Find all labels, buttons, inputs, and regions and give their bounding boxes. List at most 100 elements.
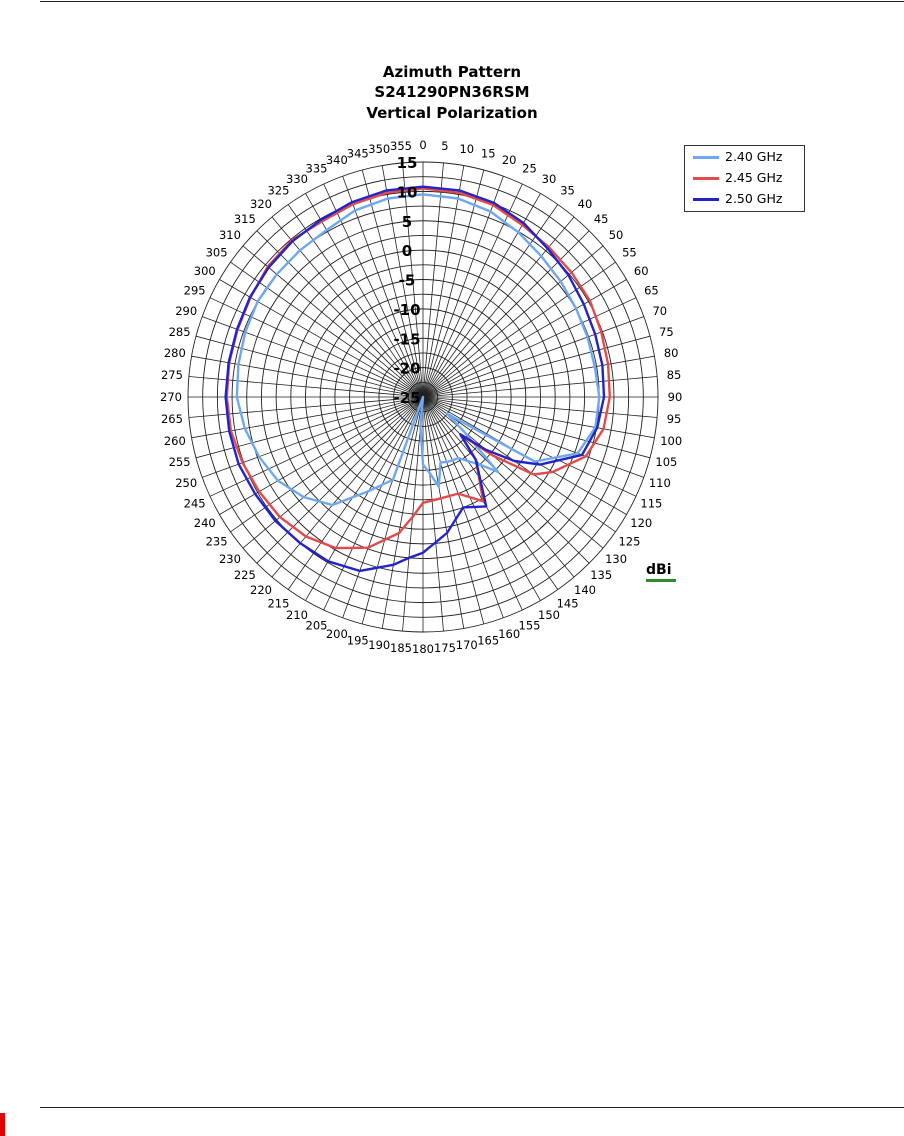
angle-label-100: 100 [660, 434, 682, 448]
spoke-250 [202, 396, 424, 478]
angle-label-110: 110 [649, 476, 671, 490]
chart-title-line-1: Azimuth Pattern [382, 63, 522, 81]
legend-item-2: 2.45 GHz [693, 169, 782, 187]
radial-tick-labels: -25 -20 -15 -10 -5 0 5 10 15 [393, 154, 420, 407]
angle-label-260: 260 [164, 434, 186, 448]
angle-label-335: 335 [306, 162, 328, 176]
angle-label-120: 120 [630, 516, 652, 530]
angle-label-95: 95 [667, 412, 682, 426]
angle-label-165: 165 [477, 633, 499, 647]
angle-label-125: 125 [618, 535, 640, 549]
radial-tick-0: 0 [402, 242, 412, 260]
angle-label-150: 150 [538, 608, 560, 622]
angle-label-255: 255 [169, 455, 191, 469]
angle-label-200: 200 [326, 627, 348, 641]
angle-label-290: 290 [175, 304, 197, 318]
spoke-130 [422, 396, 604, 549]
spoke-315 [256, 230, 424, 398]
spoke-215 [287, 396, 424, 590]
angle-label-35: 35 [560, 184, 575, 198]
angle-label-330: 330 [286, 172, 308, 186]
spoke-55 [422, 261, 616, 398]
spoke-230 [242, 396, 424, 549]
angle-label-135: 135 [590, 568, 612, 582]
angle-label-295: 295 [184, 284, 206, 298]
spoke-155 [422, 396, 523, 611]
angle-label-315: 315 [234, 212, 256, 226]
spoke-330 [305, 193, 424, 398]
angle-label-340: 340 [326, 153, 348, 167]
angle-label-190: 190 [368, 638, 390, 652]
spoke-80 [422, 355, 655, 398]
legend-label-1: 2.40 GHz [725, 149, 783, 164]
spoke-310 [242, 245, 424, 398]
radial-tick--5: -5 [399, 272, 416, 290]
spoke-5 [422, 162, 444, 398]
spoke-50 [422, 245, 604, 398]
angle-label-270: 270 [160, 390, 182, 404]
spoke-235 [230, 396, 424, 533]
series-layer [224, 185, 611, 573]
spoke-175 [422, 396, 444, 632]
spoke-45 [422, 230, 590, 398]
spoke-85 [422, 376, 658, 398]
angle-label-210: 210 [286, 608, 308, 622]
series-line-3 [224, 185, 606, 573]
angle-label-80: 80 [664, 346, 679, 360]
spoke-110 [422, 396, 644, 478]
angle-label-60: 60 [634, 264, 649, 278]
spoke-135 [422, 396, 590, 564]
spoke-115 [422, 396, 637, 497]
spoke-65 [422, 297, 637, 398]
spoke-190 [381, 396, 424, 629]
spoke-220 [271, 396, 424, 578]
spoke-205 [323, 396, 424, 611]
angle-label-175: 175 [434, 641, 456, 655]
radial-tick--15: -15 [393, 330, 420, 348]
angle-label-115: 115 [640, 496, 662, 510]
angle-label-345: 345 [347, 147, 369, 161]
legend-label-2: 2.45 GHz [725, 170, 783, 185]
spoke-350 [381, 165, 424, 398]
angle-label-300: 300 [194, 264, 216, 278]
spoke-345 [361, 169, 424, 398]
legend-swatch-1 [693, 156, 719, 159]
radial-tick-15: 15 [397, 154, 418, 172]
spoke-165 [422, 396, 485, 625]
angle-label-45: 45 [594, 212, 609, 226]
angle-label-90: 90 [668, 390, 683, 404]
angle-label-70: 70 [652, 304, 667, 318]
radial-tick-5: 5 [402, 213, 412, 231]
angle-label-325: 325 [267, 184, 289, 198]
radial-tick-10: 10 [397, 183, 418, 201]
angle-label-105: 105 [655, 455, 677, 469]
bottom-rule [40, 1107, 904, 1108]
angle-label-65: 65 [644, 284, 659, 298]
unit-underline [646, 579, 676, 582]
legend-item-1: 2.40 GHz [693, 148, 782, 166]
angle-label-140: 140 [574, 583, 596, 597]
angle-label-50: 50 [609, 228, 624, 242]
angle-label-185: 185 [390, 641, 412, 655]
angle-label-75: 75 [659, 325, 674, 339]
radial-tick--10: -10 [393, 301, 420, 319]
angle-label-10: 10 [459, 142, 474, 156]
spoke-320 [271, 216, 424, 398]
angle-label-85: 85 [667, 368, 682, 382]
spoke-60 [422, 279, 627, 398]
spoke-295 [209, 297, 424, 398]
top-rule [40, 1, 904, 2]
angle-label-320: 320 [250, 197, 272, 211]
spoke-225 [256, 396, 424, 564]
legend: 2.40 GHz 2.45 GHz 2.50 GHz [684, 145, 805, 212]
legend-swatch-2 [693, 177, 719, 180]
angle-label-265: 265 [161, 412, 183, 426]
angle-label-40: 40 [578, 197, 593, 211]
chart-title-line-3: Vertical Polarization [366, 104, 538, 122]
angle-label-155: 155 [519, 618, 541, 632]
angle-label-195: 195 [347, 633, 369, 647]
spoke-185 [402, 396, 424, 632]
angle-label-350: 350 [368, 142, 390, 156]
spoke-30 [422, 193, 541, 398]
spoke-170 [422, 396, 465, 629]
